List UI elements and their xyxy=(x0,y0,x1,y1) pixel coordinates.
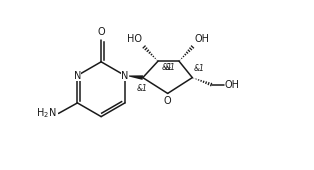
Text: N: N xyxy=(121,71,128,81)
Text: N: N xyxy=(74,71,81,81)
Text: HO: HO xyxy=(127,34,142,44)
Text: &1: &1 xyxy=(164,63,175,72)
Text: &1: &1 xyxy=(162,63,173,72)
Text: OH: OH xyxy=(194,34,209,44)
Text: H$_2$N: H$_2$N xyxy=(36,107,57,120)
Text: &1: &1 xyxy=(136,84,147,93)
Text: OH: OH xyxy=(225,80,240,90)
Polygon shape xyxy=(125,75,143,80)
Text: O: O xyxy=(97,27,105,37)
Text: &1: &1 xyxy=(193,64,204,73)
Text: O: O xyxy=(164,96,171,106)
